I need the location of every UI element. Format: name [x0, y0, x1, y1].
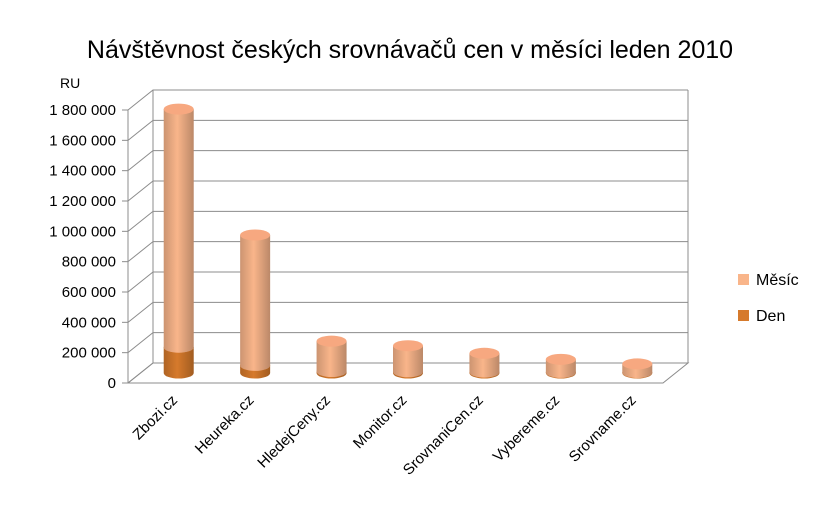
y-tick-label: 1 200 000 — [49, 193, 116, 210]
y-tick-label: 1 000 000 — [49, 223, 116, 240]
bar-mesic-7-top — [622, 358, 653, 370]
bar-mesic-3-top — [316, 335, 347, 347]
bar-mesic-3 — [316, 335, 347, 377]
x-tick-label: Srovname.cz — [566, 392, 640, 466]
y-axis-unit: RU — [60, 75, 80, 91]
gridline — [127, 119, 688, 141]
bar-mesic-1-top — [163, 103, 194, 115]
legend-swatch — [738, 274, 749, 285]
bar-mesic-6 — [545, 353, 576, 378]
bars — [163, 103, 653, 379]
legend-label: Den — [756, 308, 785, 325]
x-tick-label: SrovnaniCen.cz — [400, 392, 487, 479]
bar-mesic-4-body — [393, 345, 423, 378]
bar-mesic-4 — [393, 340, 423, 378]
y-tick-label: 1 800 000 — [49, 102, 116, 119]
chart-title: Návštěvnost českých srovnávačů cen v měs… — [87, 36, 733, 64]
y-tick-label: 1 400 000 — [49, 163, 116, 180]
y-tick-label: 800 000 — [62, 254, 116, 271]
x-tick-label: Heureka.cz — [192, 392, 258, 458]
bar-mesic-6-top — [545, 353, 576, 365]
bar-mesic-5-top — [469, 347, 500, 359]
y-tick-label: 600 000 — [62, 284, 116, 301]
bar-mesic-1-body — [163, 109, 194, 353]
y-tick-label: 0 — [108, 375, 116, 392]
legend-swatch — [738, 310, 749, 321]
bar-mesic-7 — [622, 358, 653, 379]
gridline — [127, 271, 688, 293]
x-tick-label: Vybereme.cz — [490, 392, 564, 466]
gridline — [127, 210, 688, 232]
x-tick-label: HledejCeny.cz — [254, 392, 334, 472]
y-tick-label: 1 600 000 — [49, 132, 116, 149]
legend-label: Měsíc — [756, 272, 799, 289]
bar-mesic-5-body — [469, 353, 500, 378]
floor — [126, 362, 690, 384]
gridline — [127, 180, 688, 202]
bar-mesic-4-top — [393, 340, 423, 352]
gridline — [127, 89, 688, 111]
grid — [122, 89, 690, 384]
bar-mesic-2-body — [240, 234, 271, 371]
gridline — [127, 241, 688, 263]
labels: Návštěvnost českých srovnávačů cen v měs… — [49, 36, 733, 479]
bar-mesic-5 — [469, 347, 500, 378]
y-tick-label: 400 000 — [62, 314, 116, 331]
bar-den-1-body — [163, 347, 194, 379]
bar-mesic-2 — [240, 229, 271, 371]
bar-mesic-1 — [163, 103, 194, 353]
gridline — [127, 301, 688, 323]
gridline — [127, 150, 688, 172]
y-tick-label: 200 000 — [62, 345, 116, 362]
x-tick-label: Monitor.cz — [350, 392, 410, 452]
bar-mesic-3-body — [316, 341, 347, 377]
legend: Měsíc Den — [738, 272, 799, 325]
bar-mesic-2-top — [240, 229, 271, 241]
x-tick-label: Zbozi.cz — [130, 392, 182, 444]
